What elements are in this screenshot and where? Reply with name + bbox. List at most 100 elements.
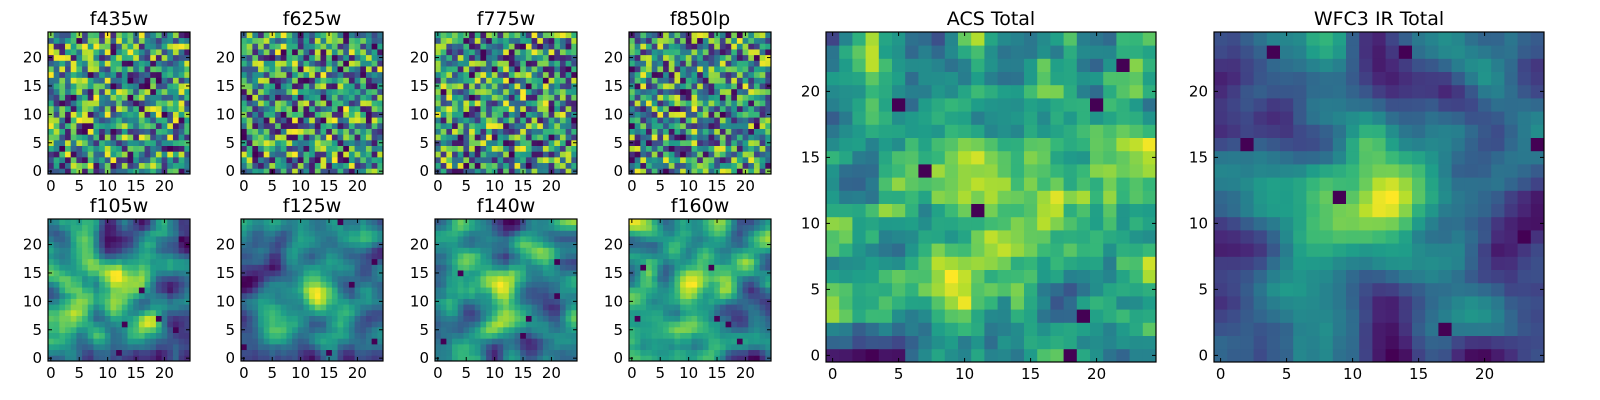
heatmap-cell	[320, 105, 327, 112]
heatmap-cell	[297, 349, 304, 356]
heatmap-cell	[668, 304, 675, 311]
heatmap-cell	[150, 128, 157, 135]
heatmap-cell	[440, 219, 447, 226]
heatmap-cell	[172, 321, 180, 328]
heatmap-cell	[127, 134, 134, 141]
heatmap-cell	[53, 71, 60, 78]
heatmap-cell	[520, 349, 527, 356]
heatmap-cell	[252, 309, 259, 316]
heatmap-cell	[348, 60, 355, 67]
heatmap-cell	[150, 122, 157, 129]
heatmap-cell	[691, 111, 698, 118]
heatmap-cell	[53, 292, 60, 299]
heatmap-cell	[491, 49, 498, 56]
heatmap-cell	[110, 264, 117, 271]
heatmap-cell	[127, 54, 134, 61]
heatmap-cell	[708, 321, 715, 328]
heatmap-cell	[354, 111, 361, 118]
heatmap-cell	[172, 258, 180, 265]
heatmap-cell	[184, 43, 191, 50]
heatmap-cell	[365, 321, 373, 328]
heatmap-cell	[76, 162, 83, 169]
heatmap-cell	[634, 287, 641, 294]
heatmap-cell	[138, 32, 145, 39]
heatmap-cell	[172, 77, 180, 84]
heatmap-cell	[116, 219, 123, 226]
heatmap-cell	[554, 32, 561, 39]
heatmap-cell	[457, 258, 464, 265]
heatmap-cell	[548, 151, 555, 158]
heatmap-cell	[314, 60, 321, 67]
heatmap-cell	[99, 71, 106, 78]
heatmap-cell	[629, 332, 636, 339]
heatmap-cell	[629, 315, 636, 322]
heatmap-cell	[161, 100, 168, 107]
heatmap-cell	[542, 139, 549, 146]
heatmap-cell	[463, 94, 470, 101]
heatmap-cell	[360, 287, 367, 294]
heatmap-cell	[377, 230, 384, 237]
heatmap-cell	[640, 338, 647, 345]
heatmap-cell	[440, 349, 447, 356]
heatmap-cell	[343, 309, 350, 316]
heatmap-cell	[133, 66, 140, 73]
heatmap-cell	[314, 37, 321, 44]
heatmap-cell	[440, 315, 447, 322]
heatmap-cell	[497, 224, 504, 231]
heatmap-cell	[275, 315, 282, 322]
heatmap-cell	[53, 298, 60, 305]
heatmap-cell	[697, 275, 704, 282]
heatmap-cell	[184, 117, 191, 124]
heatmap-cell	[474, 298, 481, 305]
heatmap-cell	[719, 49, 726, 56]
heatmap-cell	[286, 264, 293, 271]
heatmap-cell	[514, 151, 521, 158]
heatmap-cell	[144, 292, 151, 299]
heatmap-cell	[714, 83, 721, 90]
heatmap-cell	[155, 71, 162, 78]
heatmap-cell	[736, 37, 743, 44]
heatmap-cell	[497, 241, 504, 248]
heatmap-cell	[680, 287, 687, 294]
heatmap-cell	[87, 338, 94, 345]
heatmap-cell	[354, 88, 361, 95]
heatmap-cell	[116, 145, 123, 152]
heatmap-cell	[286, 287, 293, 294]
heatmap-cell	[531, 321, 538, 328]
heatmap-cell	[348, 83, 355, 90]
heatmap-cell	[629, 117, 636, 124]
heatmap-cell	[172, 145, 180, 152]
heatmap-cell	[765, 77, 772, 84]
heatmap-cell	[559, 162, 567, 169]
heatmap-cell	[371, 236, 378, 243]
heatmap-cell	[144, 230, 151, 237]
heatmap-cell	[554, 236, 561, 243]
heatmap-cell	[554, 264, 561, 271]
heatmap-cell	[680, 100, 687, 107]
heatmap-cell	[759, 156, 766, 164]
heatmap-cell	[668, 105, 675, 112]
heatmap-cell	[150, 355, 157, 362]
heatmap-cell	[99, 281, 106, 288]
heatmap-cell	[674, 281, 681, 288]
heatmap-cell	[646, 37, 653, 44]
heatmap-cell	[765, 338, 772, 345]
y-tick-label: 5	[613, 134, 623, 152]
heatmap-cell	[246, 151, 253, 158]
heatmap-cell	[542, 343, 549, 351]
heatmap-cell	[629, 49, 636, 56]
heatmap-cell	[280, 105, 287, 112]
heatmap-cell	[155, 230, 162, 237]
heatmap-cell	[674, 60, 681, 67]
heatmap-cell	[70, 309, 77, 316]
heatmap-cell	[59, 219, 66, 226]
heatmap-cell	[371, 321, 378, 328]
heatmap-cell	[435, 162, 442, 169]
y-tick-label: 10	[23, 105, 42, 123]
heatmap-cell	[320, 315, 327, 322]
y-tick-label: 5	[32, 321, 42, 339]
heatmap-cell	[127, 253, 134, 260]
heatmap-cell	[320, 281, 327, 288]
heatmap-cell	[53, 219, 60, 226]
heatmap-cell	[127, 37, 134, 44]
